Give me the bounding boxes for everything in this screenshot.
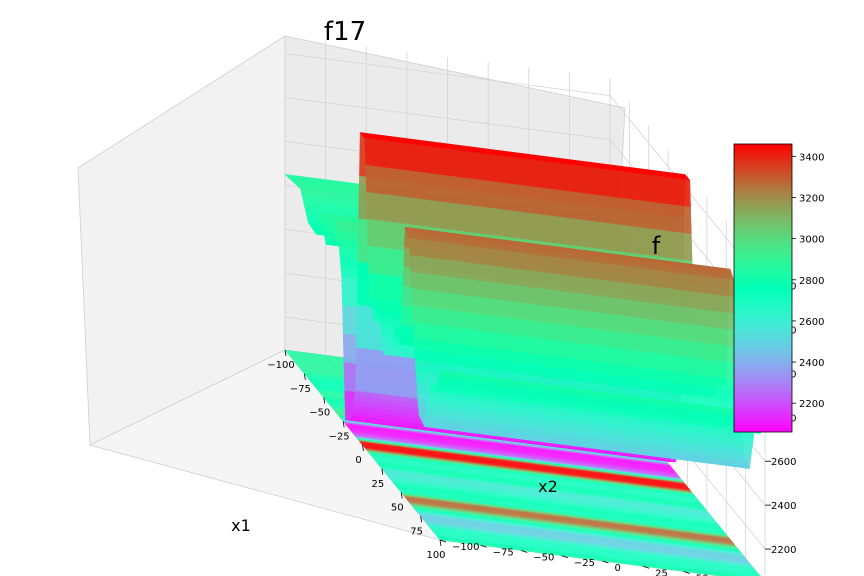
y-tick-mark: [561, 555, 569, 559]
x-tick-mark: [400, 492, 403, 499]
colorbar-tick-label: 2200: [799, 399, 824, 410]
contour-strip: [434, 534, 760, 576]
contour-strip: [437, 536, 740, 576]
y-tick-mark: [521, 550, 528, 553]
colorbar-tick-label: 2800: [799, 276, 824, 287]
colorbar: 2200 2400 2600 2800 3000 3200 3400: [733, 143, 824, 433]
contour-strip: [436, 535, 747, 576]
y-tick-label: 0: [615, 563, 621, 574]
z-tick-label: 2200: [771, 545, 796, 556]
x-tick-mark: [284, 349, 287, 357]
x-tick-label: 75: [410, 526, 423, 537]
y-tick-mark: [439, 539, 447, 543]
chart-title: f17: [324, 17, 366, 47]
grid-line-f: [284, 97, 766, 330]
colorbar-gradient: [733, 143, 793, 433]
contour-strip: [438, 538, 727, 576]
surface-mesh: [284, 132, 766, 469]
y-tick-mark: [602, 560, 609, 564]
y-tick-label: −75: [493, 547, 514, 558]
y-tick-label: 50: [696, 574, 709, 576]
colorbar-tick-label: 3200: [799, 193, 824, 204]
x-tick-label: 50: [391, 503, 404, 514]
x-tick-mark: [342, 421, 345, 428]
z-tick-label: 2600: [771, 457, 796, 468]
x-tick-label: 25: [372, 479, 385, 490]
z-axis-label: f: [652, 232, 661, 260]
y-tick-label: −50: [533, 553, 554, 564]
contour-strip: [435, 534, 754, 576]
x-tick-mark: [439, 539, 442, 547]
x-tick-mark: [362, 444, 364, 452]
y-tick-label: −25: [574, 558, 595, 569]
y-tick-mark: [683, 571, 690, 574]
x-tick-mark: [381, 468, 384, 475]
z-tick-label: 2400: [771, 501, 796, 512]
x-tick-label: 100: [426, 550, 445, 561]
y-tick-mark: [642, 565, 650, 569]
y-tick-label: 25: [655, 568, 668, 576]
x-tick-mark: [420, 516, 423, 523]
x-tick-mark: [303, 373, 306, 380]
y-tick-label: −100: [452, 542, 479, 553]
colorbar-tick-label: 2400: [799, 358, 824, 369]
y-axis-label: x2: [538, 477, 558, 496]
x-tick-label: −50: [309, 408, 330, 419]
x-tick-label: −100: [267, 360, 294, 371]
colorbar-tick-label: 2600: [799, 317, 824, 328]
contour-strip: [434, 533, 761, 576]
x-tick-label: −25: [329, 431, 350, 442]
colorbar-tick-label: 3000: [799, 235, 824, 246]
grid-line-f: [284, 53, 766, 286]
x-tick-label: 0: [355, 455, 361, 466]
y-tick-mark: [480, 544, 487, 548]
x-tick-mark: [323, 397, 326, 404]
colorbar-ticks: 2200 2400 2600 2800 3000 3200 3400: [792, 152, 824, 410]
x-axis-label: x1: [231, 516, 251, 535]
x-tick-label: −75: [290, 384, 311, 395]
colorbar-tick-label: 3400: [799, 152, 824, 163]
contour-strip: [437, 537, 734, 576]
